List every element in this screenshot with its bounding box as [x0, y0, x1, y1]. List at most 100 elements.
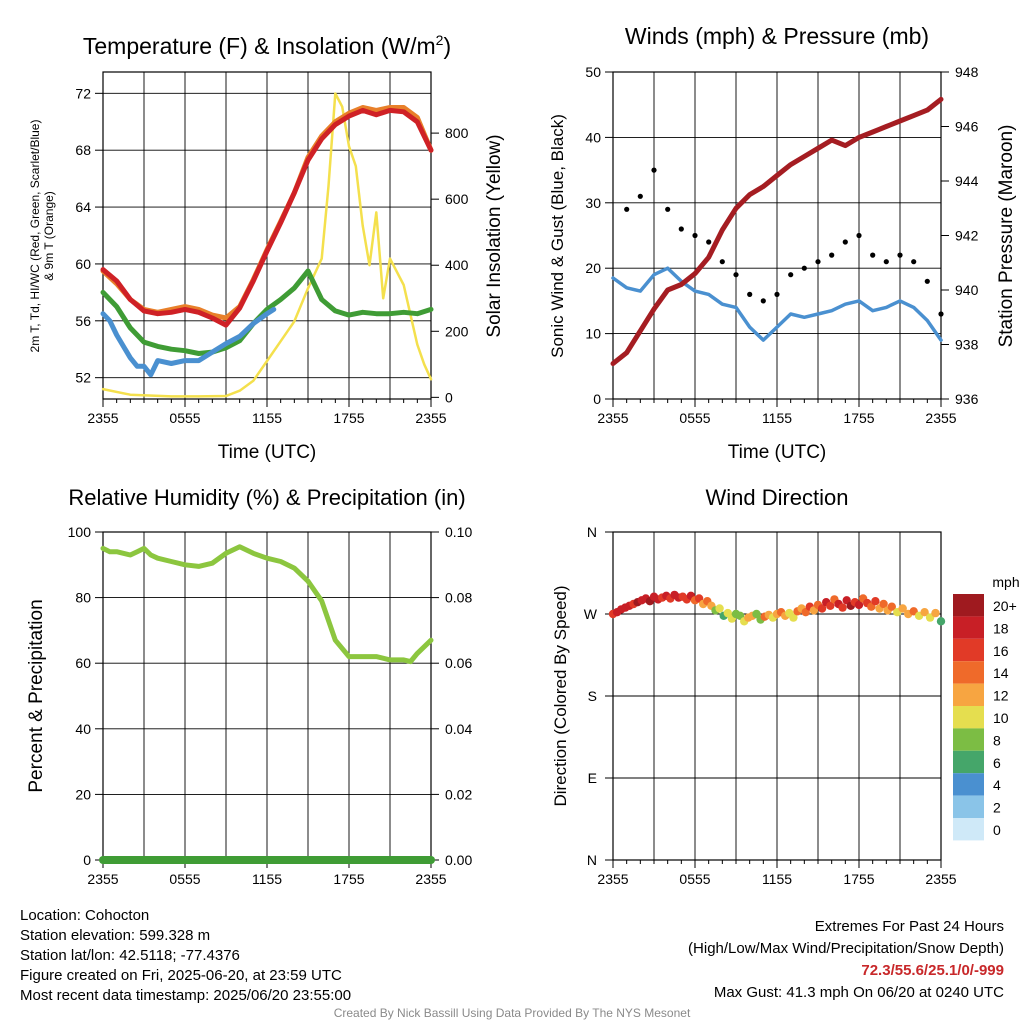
gust-point	[719, 259, 725, 265]
rh-y2tick-label: 0.06	[445, 655, 472, 671]
temp-series-3	[100, 268, 434, 356]
elevation-text: Station elevation: 599.328 m	[20, 927, 211, 944]
gust-point	[924, 278, 930, 284]
direction-point	[898, 604, 907, 613]
gust-point	[815, 259, 821, 265]
dir-xtick-label: 2355	[925, 871, 956, 887]
direction-point	[715, 604, 724, 613]
gust-point	[624, 206, 630, 212]
temp-ylabel-1: 2m T, Td, HI/WC (Red, Green, Scarlet/Blu…	[28, 120, 42, 353]
extremes-values: 72.3/55.6/25.1/0/-999	[861, 962, 1004, 979]
direction-point	[817, 604, 827, 613]
temp-title-text: Temperature (F) & Insolation (W/m	[83, 33, 436, 59]
temp-title: Temperature (F) & Insolation (W/m2)	[83, 32, 451, 59]
rh-y2tick-label: 0.00	[445, 852, 472, 868]
wind-ytick-label: 30	[585, 195, 601, 211]
rh-panel: 2355 0555 1155 1755 2355 0 20 40 60 80 100 0.00 0.02…	[26, 485, 472, 887]
wind-ytick-label: 20	[585, 260, 601, 276]
wind-y2label: Station Pressure (Maroon)	[996, 125, 1017, 348]
temp-xlabel: Time (UTC)	[218, 442, 317, 463]
gust-point	[665, 206, 671, 212]
legend-label: 14	[993, 665, 1009, 681]
wind-ylabel: Sonic Wind & Gust (Blue, Black)	[548, 114, 567, 358]
legend-swatch	[953, 795, 984, 818]
temp-ytick-label: 64	[75, 199, 91, 215]
wind-xtick-label: 2355	[925, 410, 956, 426]
location-text: Location: Cohocton	[20, 907, 150, 924]
rh-ytick-label: 100	[68, 524, 92, 540]
temp-xtick-label: 0555	[169, 410, 200, 426]
temp-y2tick-label: 0	[445, 389, 453, 405]
legend-label: 8	[993, 732, 1001, 748]
direction-point	[879, 599, 888, 609]
created-text: Figure created on Fri, 2025-06-20, at 23…	[20, 967, 342, 984]
temp-ytick-label: 56	[75, 313, 91, 329]
rh-y2tick-label: 0.04	[445, 721, 472, 737]
temp-title-end: )	[443, 33, 451, 59]
latlon-text: Station lat/lon: 42.5118; -77.4376	[20, 947, 240, 964]
direction-point	[936, 617, 946, 626]
dir-xtick-label: 0555	[679, 871, 710, 887]
gust-point	[651, 167, 657, 173]
legend-label: 6	[993, 755, 1001, 771]
direction-point	[789, 613, 798, 622]
gust-point	[897, 252, 903, 258]
wind-xtick-label: 0555	[679, 410, 710, 426]
temp-y2label: Solar Insolation (Yellow)	[484, 134, 505, 337]
gust-point	[883, 259, 889, 265]
temp-panel: 2355 0555 1155 1755 2355 52 56 60 64 68 72 0 200 400 6…	[28, 32, 505, 463]
wind-title: Winds (mph) & Pressure (mb)	[625, 23, 929, 49]
temp-ylabel-2: & 9m T (Orange)	[42, 191, 56, 281]
wind-xtick-label: 2355	[597, 410, 628, 426]
wind-xtick-label: 1755	[843, 410, 874, 426]
dir-xtick-label: 2355	[597, 871, 628, 887]
legend-swatch	[953, 661, 984, 684]
speed-legend: mph 20+ 18 16 14 12 10 8 6 4 2 0	[953, 574, 1020, 841]
gust-point	[774, 291, 780, 297]
rh-ylabel: Percent & Precipitation	[26, 599, 47, 792]
direction-point	[854, 600, 864, 610]
legend-label: 16	[993, 643, 1009, 659]
dir-ylabel: Direction (Colored By Speed)	[551, 585, 570, 806]
rh-line	[100, 544, 434, 665]
legend-swatch	[953, 638, 984, 662]
direction-point	[931, 608, 940, 618]
gust-point	[733, 272, 739, 278]
wind-speed-line	[611, 266, 943, 342]
direction-point	[826, 601, 835, 610]
rh-xtick-label: 1155	[252, 871, 282, 887]
pressure-line	[610, 96, 944, 367]
direction-point	[871, 597, 880, 606]
temp-y2tick-label: 400	[445, 257, 469, 273]
rh-xtick-label: 0555	[169, 871, 200, 887]
legend-swatch	[953, 594, 984, 617]
legend-label: 0	[993, 822, 1001, 838]
dir-ytick-label: W	[584, 606, 598, 622]
temp-y2tick-label: 600	[445, 191, 469, 207]
gust-point	[938, 311, 944, 317]
gust-point	[829, 252, 835, 258]
legend-swatch	[953, 683, 984, 706]
temp-series-2	[100, 107, 434, 328]
gust-point	[911, 259, 917, 265]
extremes-title: Extremes For Past 24 Hours	[814, 918, 1004, 935]
temp-ytick-label: 52	[75, 370, 91, 386]
temp-ytick-label: 60	[75, 256, 91, 272]
legend-label: 20+	[993, 598, 1017, 614]
wind-y2tick-label: 944	[955, 173, 979, 189]
rh-xtick-label: 1755	[333, 871, 364, 887]
gust-point	[706, 239, 712, 245]
gust-point	[637, 193, 643, 199]
wind-xtick-label: 1155	[762, 410, 792, 426]
gust-point	[747, 291, 753, 297]
legend-swatch	[953, 616, 984, 639]
credit-text: Created By Nick Bassill Using Data Provi…	[333, 1006, 691, 1020]
wind-y2tick-label: 942	[955, 228, 979, 244]
legend-swatch	[953, 818, 984, 841]
temp-title-sup: 2	[436, 32, 444, 48]
temp-series-4	[100, 306, 277, 378]
rh-y2tick-label: 0.02	[445, 786, 472, 802]
dir-xtick-label: 1755	[843, 871, 874, 887]
dir-ytick-label: E	[588, 770, 597, 786]
